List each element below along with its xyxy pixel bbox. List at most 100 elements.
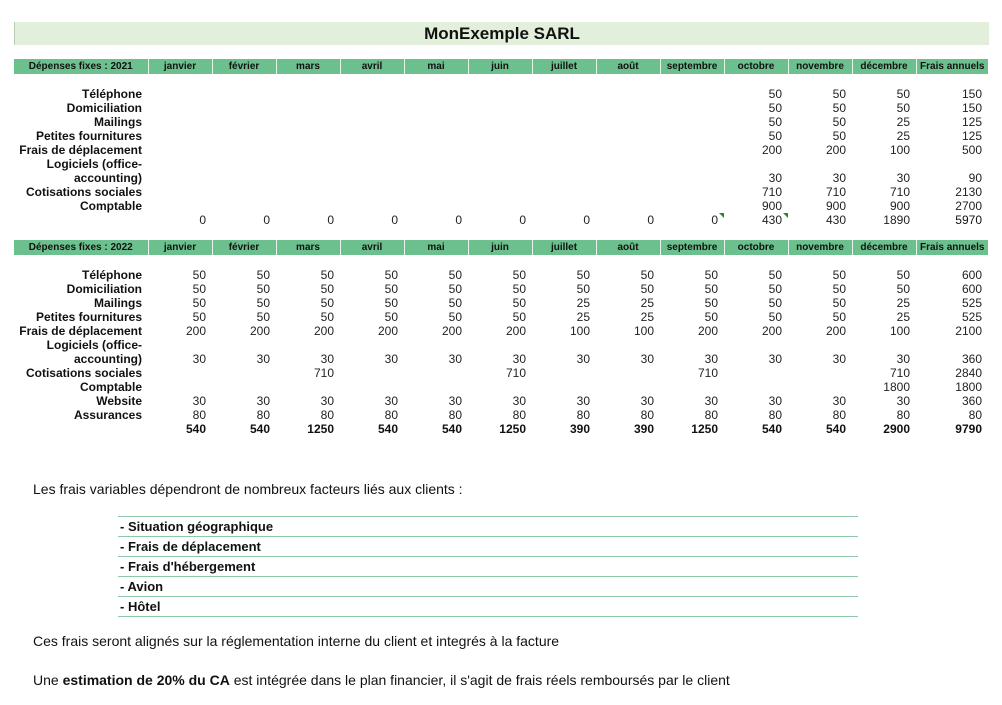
value-cell: 50 bbox=[320, 268, 334, 282]
value-cell: 80 bbox=[968, 408, 982, 422]
value-cell bbox=[596, 115, 660, 129]
value-cell bbox=[724, 380, 788, 394]
column-header: avril bbox=[339, 59, 404, 74]
value-cell: 30 bbox=[896, 352, 910, 366]
column-header: juin bbox=[467, 59, 532, 74]
header-row: Dépenses fixes : 2021 janvier février mars a… bbox=[14, 59, 988, 74]
row-label-line: accounting) bbox=[74, 352, 142, 366]
value-cell: 80 bbox=[256, 408, 270, 422]
variable-costs-intro: Les frais variables dépendront de nombre… bbox=[33, 481, 463, 497]
table-row: Petites fournitures 50 50 50 50 50 50 25 25 50 50 5… bbox=[14, 310, 988, 324]
value-cell: 50 bbox=[768, 310, 782, 324]
factor-item: - Frais d'hébergement bbox=[118, 557, 858, 577]
value-cell: 25 bbox=[896, 296, 910, 310]
row-label: Frais de déplacement bbox=[19, 143, 142, 157]
value-cell bbox=[212, 157, 276, 185]
total-cell: 0 bbox=[583, 213, 590, 227]
value-cell: 30 bbox=[384, 394, 398, 408]
table-row: Cotisations sociales 710 710 710 710 2840 bbox=[14, 366, 988, 380]
value-cell: 50 bbox=[256, 282, 270, 296]
value-cell bbox=[660, 129, 724, 143]
column-header: août bbox=[595, 59, 660, 74]
total-cell: 540 bbox=[249, 422, 270, 436]
value-cell: 50 bbox=[448, 282, 462, 296]
value-cell bbox=[660, 101, 724, 115]
value-cell: 50 bbox=[832, 268, 846, 282]
value-cell bbox=[340, 143, 404, 157]
value-cell bbox=[468, 143, 532, 157]
fixed-expenses-2022-table: Dépenses fixes : 2022 janvier février mars a… bbox=[14, 240, 988, 436]
table-row: Website 30 30 30 30 30 30 30 30 30 30 30 30 360 bbox=[14, 394, 988, 408]
value-cell: 25 bbox=[896, 115, 910, 129]
factor-item: - Avion bbox=[118, 577, 858, 597]
row-label: Logiciels (office-accounting) bbox=[14, 338, 148, 366]
value-cell: 50 bbox=[384, 282, 398, 296]
table-row: Téléphone 50 50 50 50 50 50 50 50 50 50 50 50 600 bbox=[14, 268, 988, 282]
value-cell: 30 bbox=[512, 394, 526, 408]
value-cell: 710 bbox=[825, 185, 846, 199]
document-title: MonExemple SARL bbox=[14, 22, 989, 45]
value-cell: 50 bbox=[768, 282, 782, 296]
value-cell: 30 bbox=[704, 394, 718, 408]
value-cell bbox=[404, 115, 468, 129]
factor-item: - Hôtel bbox=[118, 597, 858, 617]
value-cell: 50 bbox=[832, 101, 846, 115]
header-row: Dépenses fixes : 2022 janvier février mars a… bbox=[14, 240, 988, 255]
value-cell: 710 bbox=[761, 185, 782, 199]
value-cell: 50 bbox=[384, 296, 398, 310]
value-cell bbox=[340, 185, 404, 199]
value-cell: 80 bbox=[320, 408, 334, 422]
value-cell: 30 bbox=[192, 352, 206, 366]
totals-label bbox=[14, 213, 148, 227]
value-cell bbox=[596, 129, 660, 143]
value-cell bbox=[404, 129, 468, 143]
total-cell: 1250 bbox=[691, 422, 718, 436]
total-cell: 9790 bbox=[955, 422, 982, 436]
table-row: Frais de déplacement 200 200 200 200 200 200 10… bbox=[14, 324, 988, 338]
value-cell: 100 bbox=[633, 324, 654, 338]
column-header: décembre bbox=[851, 59, 916, 74]
value-cell: 50 bbox=[384, 268, 398, 282]
spacer-row bbox=[14, 255, 988, 268]
table-row: Domiciliation 50 50 50 150 bbox=[14, 101, 988, 115]
value-cell: 80 bbox=[832, 408, 846, 422]
value-cell: 50 bbox=[192, 296, 206, 310]
value-cell bbox=[340, 380, 404, 394]
value-cell bbox=[212, 366, 276, 380]
value-cell: 200 bbox=[761, 143, 782, 157]
value-cell: 30 bbox=[256, 394, 270, 408]
total-cell: 0 bbox=[519, 213, 526, 227]
total-cell: 430 bbox=[825, 213, 846, 227]
total-cell: 1250 bbox=[499, 422, 526, 436]
value-cell: 80 bbox=[512, 408, 526, 422]
value-cell bbox=[468, 101, 532, 115]
value-cell: 30 bbox=[832, 171, 846, 185]
value-cell bbox=[532, 101, 596, 115]
totals-label bbox=[14, 422, 148, 436]
value-cell: 2840 bbox=[955, 366, 982, 380]
column-header: septembre bbox=[659, 59, 724, 74]
value-cell: 360 bbox=[961, 352, 982, 366]
value-cell: 80 bbox=[768, 408, 782, 422]
value-cell bbox=[404, 199, 468, 213]
value-cell bbox=[212, 87, 276, 101]
value-cell: 30 bbox=[320, 394, 334, 408]
value-cell: 50 bbox=[768, 268, 782, 282]
value-cell: 50 bbox=[512, 282, 526, 296]
value-cell: 25 bbox=[576, 310, 590, 324]
table-heading: Dépenses fixes : 2022 bbox=[14, 240, 148, 255]
total-cell: 1890 bbox=[883, 213, 910, 227]
value-cell: 80 bbox=[704, 408, 718, 422]
value-cell: 360 bbox=[961, 394, 982, 408]
value-cell: 30 bbox=[832, 394, 846, 408]
value-cell bbox=[596, 380, 660, 394]
column-header: mai bbox=[403, 59, 468, 74]
value-cell: 90 bbox=[968, 171, 982, 185]
value-cell: 500 bbox=[961, 143, 982, 157]
row-label: Assurances bbox=[73, 408, 142, 422]
value-cell: 50 bbox=[768, 101, 782, 115]
value-cell: 100 bbox=[569, 324, 590, 338]
comment-marker-icon bbox=[783, 213, 788, 218]
value-cell bbox=[148, 199, 212, 213]
value-cell bbox=[148, 185, 212, 199]
